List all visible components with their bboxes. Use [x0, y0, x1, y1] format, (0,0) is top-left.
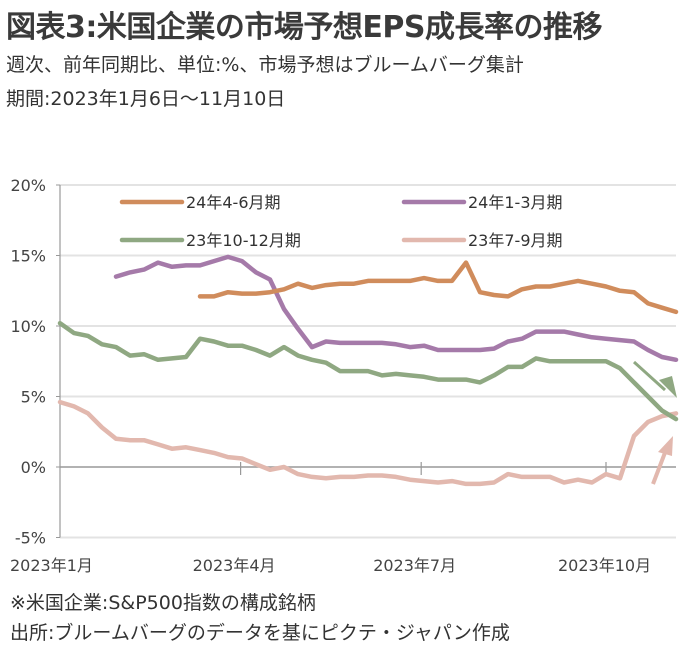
series-lines	[57, 254, 679, 487]
legend-label: 23年10-12月期	[186, 231, 301, 250]
legend-label: 23年7-9月期	[468, 231, 563, 250]
x-tick-label: 2023年10月	[558, 556, 651, 575]
y-tick-label: 10%	[10, 317, 46, 336]
legend-label: 24年1-3月期	[468, 193, 563, 212]
x-axis-ticks: 2023年1月 2023年4月 2023年7月 2023年10月	[10, 462, 651, 575]
up-arrowhead-icon	[658, 436, 673, 456]
figure-title: 図表3:米国企業の市場予想EPS成長率の推移	[6, 10, 602, 45]
x-tick-label: 2023年1月	[10, 556, 93, 575]
figure-period: 期間:2023年1月6日～11月10日	[6, 88, 286, 110]
y-tick-label: 5%	[21, 388, 46, 407]
down-arrow-icon	[632, 360, 667, 392]
down-arrowhead-icon	[659, 376, 677, 398]
up-arrow-icon	[651, 449, 668, 485]
trend-arrows	[632, 360, 677, 485]
gridlines	[60, 184, 676, 539]
y-axis-ticks: 20% 15% 10% 5% 0% -5%	[10, 176, 60, 548]
legend: 24年4-6月期 24年1-3月期 23年10-12月期 23年7-9月期	[119, 193, 563, 250]
y-tick-label: -5%	[15, 529, 46, 548]
legend-label: 24年4-6月期	[186, 193, 281, 212]
x-tick-label: 2023年7月	[373, 556, 456, 575]
series-line-4	[57, 399, 679, 487]
footnote: ※米国企業:S&P500指数の構成銘柄	[10, 592, 316, 614]
series-line-2	[113, 254, 679, 363]
x-tick-label: 2023年4月	[193, 556, 276, 575]
axes	[59, 185, 676, 538]
series-line-1	[197, 260, 679, 315]
series-line-3	[57, 320, 679, 422]
y-tick-label: 20%	[10, 176, 46, 195]
y-tick-label: 0%	[21, 458, 46, 477]
y-tick-label: 15%	[10, 247, 46, 266]
source-note: 出所:ブルームバーグのデータを基にピクテ・ジャパン作成	[10, 622, 510, 644]
figure-subtitle: 週次、前年同期比、単位:%、市場予想はブルームバーグ集計	[6, 54, 524, 76]
